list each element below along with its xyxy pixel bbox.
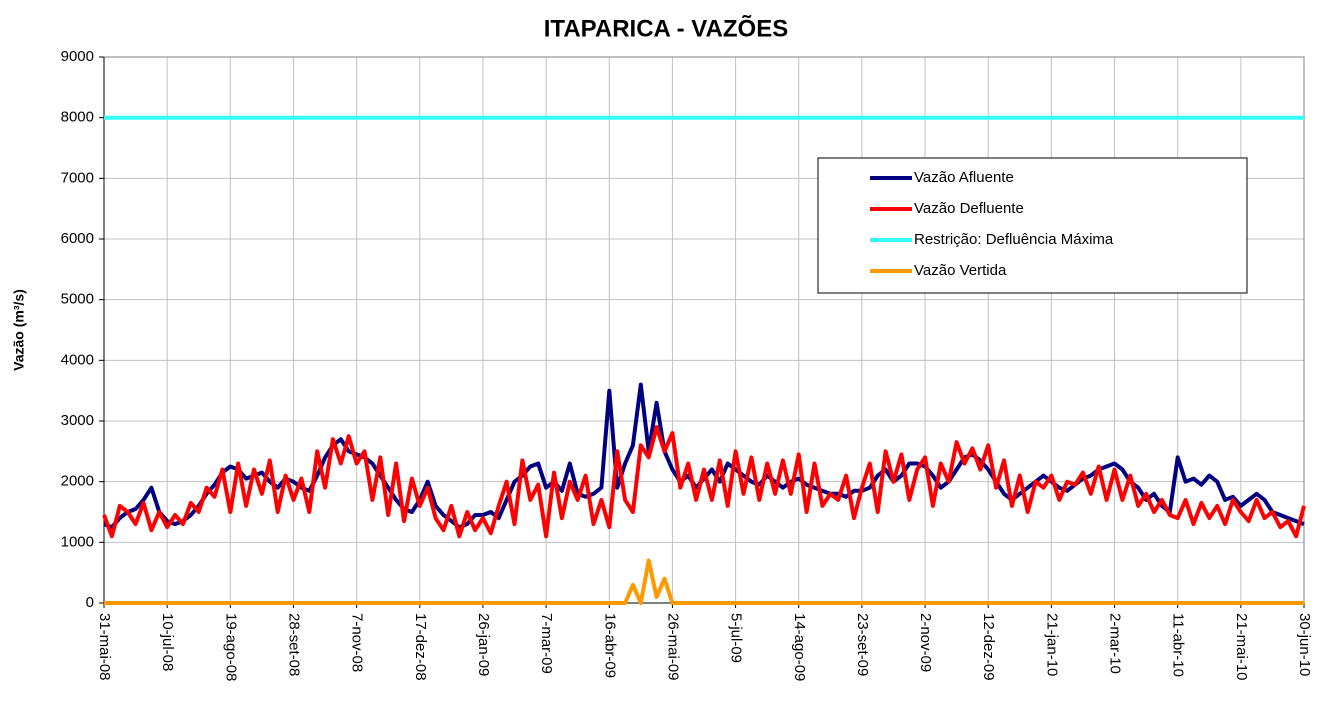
legend-label: Vazão Afluente [914,169,1014,186]
y-tick-label: 5000 [61,291,94,308]
x-tick-label: 21-mai-10 [1233,613,1250,681]
series-line [102,425,1306,539]
y-tick-label: 1000 [61,533,94,550]
y-tick-label: 7000 [61,169,94,186]
x-tick-label: 11-abr-10 [1170,613,1187,677]
x-tick-label: 26-mai-09 [664,613,681,681]
y-tick-label: 6000 [61,230,94,247]
chart-title: ITAPARICA - VAZÕES [544,14,788,42]
plot-border [103,56,1305,604]
x-tick-label: 23-set-09 [854,613,871,676]
x-tick-label: 31-mai-08 [96,613,113,681]
y-axis-label: Vazão (m³/s) [11,289,27,371]
x-tick-label: 2-nov-09 [917,613,934,672]
x-tick-label: 21-jan-10 [1043,613,1060,676]
x-tick-label: 12-dez-09 [980,613,997,681]
x-tick-label: 5-jul-09 [728,613,745,663]
x-tick-label: 26-jan-09 [475,613,492,676]
x-tick-label: 2-mar-10 [1107,613,1124,674]
x-tick-label: 14-ago-09 [791,613,808,681]
y-tick-label: 3000 [61,412,94,429]
x-tick-label: 30-jun-10 [1296,613,1313,676]
legend-label: Vazão Vertida [914,262,1007,279]
x-tick-label: 17-dez-08 [412,613,429,681]
series-line [104,558,1304,605]
y-tick-label: 4000 [61,351,94,368]
y-tick-label: 8000 [61,109,94,126]
x-tick-label: 16-abr-09 [601,613,618,678]
y-tick-label: 9000 [61,48,94,65]
x-tick-label: 7-mar-09 [538,613,555,674]
x-tick-label: 7-nov-08 [349,613,366,672]
series-line [103,382,1305,530]
y-tick-label: 2000 [61,473,94,490]
x-tick-label: 19-ago-08 [222,613,239,681]
legend-label: Vazão Defluente [914,200,1024,217]
y-tick-label: 0 [86,594,94,611]
x-tick-label: 10-jul-08 [159,613,176,671]
x-tick-label: 28-set-08 [286,613,303,676]
legend-label: Restrição: Defluência Máxima [914,231,1114,248]
